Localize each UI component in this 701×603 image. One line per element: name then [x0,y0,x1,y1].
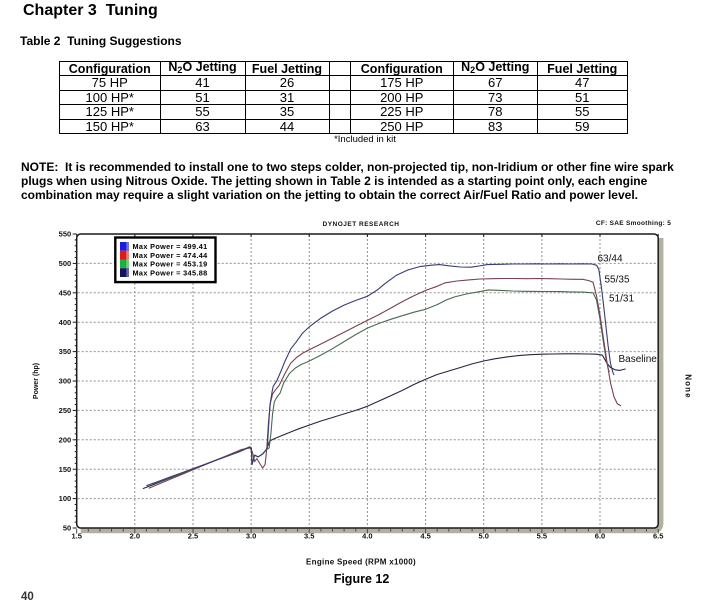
svg-text:2.5: 2.5 [188,532,198,541]
svg-text:None: None [684,374,693,398]
svg-text:3.5: 3.5 [304,532,314,541]
svg-text:5.0: 5.0 [478,532,488,541]
svg-text:450: 450 [59,288,72,297]
svg-text:200: 200 [59,435,72,444]
svg-text:51/31: 51/31 [609,294,634,305]
svg-text:4.0: 4.0 [362,532,372,541]
svg-text:Max Power = 453.19: Max Power = 453.19 [133,260,208,269]
svg-text:350: 350 [59,347,72,356]
svg-text:2.0: 2.0 [130,532,140,541]
svg-text:50: 50 [63,524,71,533]
svg-text:250: 250 [59,406,72,415]
svg-text:100: 100 [59,494,72,503]
svg-text:4.5: 4.5 [420,532,430,541]
svg-text:5.5: 5.5 [537,532,547,541]
svg-text:55/35: 55/35 [605,275,630,286]
svg-text:DYNOJET RESEARCH: DYNOJET RESEARCH [323,221,400,228]
svg-text:6.0: 6.0 [595,532,605,541]
svg-text:150: 150 [59,465,72,474]
svg-text:Power (hp): Power (hp) [33,363,40,399]
svg-text:400: 400 [59,318,72,327]
svg-text:1.5: 1.5 [71,532,81,541]
svg-text:Engine Speed (RPM x1000): Engine Speed (RPM x1000) [306,558,416,567]
svg-text:6.5: 6.5 [653,532,663,541]
svg-text:63/44: 63/44 [598,254,623,265]
svg-text:300: 300 [59,377,72,386]
svg-text:Max Power = 499.41: Max Power = 499.41 [133,242,208,251]
svg-text:3.0: 3.0 [246,532,256,541]
svg-text:Baseline: Baseline [619,354,658,365]
svg-text:500: 500 [59,259,72,268]
svg-text:Max Power = 345.88: Max Power = 345.88 [133,268,208,277]
svg-text:CF: SAE Smoothing: 5: CF: SAE Smoothing: 5 [596,220,671,227]
svg-text:550: 550 [59,230,72,239]
svg-text:Max Power = 474.44: Max Power = 474.44 [133,251,209,260]
